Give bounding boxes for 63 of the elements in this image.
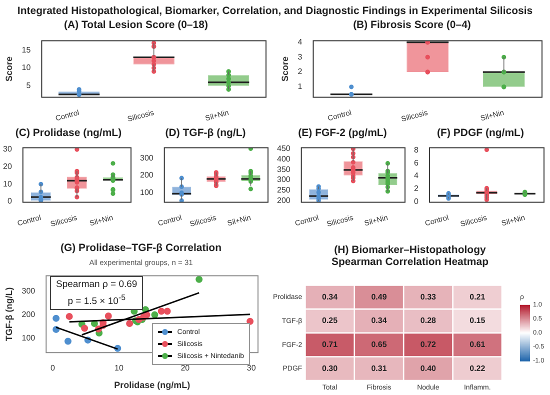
y-tick-label: 4 xyxy=(298,37,303,46)
y-tick-label: 300 xyxy=(22,286,36,296)
y-tick-label: 200 xyxy=(22,310,36,319)
chart-title: (H) Biomarker–Histopathology Spearman Correlation Heatmap xyxy=(330,244,490,268)
data-label: 0.34 xyxy=(322,292,338,302)
y-tick-label: 2 xyxy=(414,184,419,194)
chart-title: (F) PDGF (ng/mL) xyxy=(436,127,525,139)
data-label: 0.49 xyxy=(371,292,388,302)
annotation: p = 1.5 × 10$^{-5}$ xyxy=(66,292,126,308)
x-tick-label: 10 xyxy=(114,364,124,373)
y-axis-title: Score xyxy=(280,56,290,82)
y-tick-label: 250 xyxy=(276,185,291,194)
chart-title: (E) FGF-2 (pg/mL) xyxy=(297,127,388,139)
y-tick-label: 100 xyxy=(22,334,36,343)
y-tick-label: 400 xyxy=(276,154,291,164)
data-label: 0.65 xyxy=(371,340,388,350)
y-tick-label: 20 xyxy=(2,162,12,172)
y-tick-label: 200 xyxy=(140,170,154,180)
data-label: 0.34 xyxy=(371,316,388,326)
chart-title: (A) Total Lesion Score (0–18) xyxy=(63,19,209,31)
y-tick-label: 5 xyxy=(26,81,32,90)
y-tick-label: 10 xyxy=(2,179,12,188)
y-tick-label: 4 xyxy=(414,171,419,180)
data-label: 0.33 xyxy=(420,292,437,302)
data-label: 0.61 xyxy=(470,340,486,350)
x-tick-label: 0 xyxy=(50,364,56,373)
y-tick-label: 8 xyxy=(414,146,419,155)
y-tick-label: 6 xyxy=(414,158,419,168)
y-tick-label: 30 xyxy=(2,144,12,154)
y-tick-label: 3 xyxy=(298,52,303,62)
text: Integrated Histopathological, Biomarker, Correlation, and Diagnostic Findings in Experimental Silicosis xyxy=(16,4,534,19)
y-tick-label: 0 xyxy=(414,196,419,206)
y-tick-label: 0 xyxy=(7,196,12,206)
data-label: 0.25 xyxy=(322,316,338,326)
data-label: 0.21 xyxy=(470,292,486,302)
chart-title: (C) Prolidase (ng/mL) xyxy=(14,127,123,139)
annotation: Spearman ρ = 0.69 xyxy=(56,278,138,291)
y-tick-label: 350 xyxy=(276,164,291,174)
data-label: 0.31 xyxy=(371,364,388,373)
data-label: 0.28 xyxy=(420,316,437,326)
data-label: 0.72 xyxy=(420,340,437,350)
y-axis-title: TGF-β (ng/L) xyxy=(4,287,14,342)
y-axis-title: Score xyxy=(4,56,14,82)
data-label: 0.71 xyxy=(322,340,338,350)
chart-title: (D) TGF-β (ng/L) xyxy=(164,127,247,139)
data-label: 0.22 xyxy=(470,364,486,373)
chart-title: (G) Prolidase–TGF-β Correlation xyxy=(59,242,222,254)
y-tick-label: 300 xyxy=(140,153,154,162)
y-tick-label: 300 xyxy=(276,175,291,184)
y-tick-label: 450 xyxy=(276,144,291,154)
data-label: 0.30 xyxy=(322,364,338,373)
x-axis-title: Prolidase (ng/mL) xyxy=(114,380,190,390)
x-tick-label: 30 xyxy=(246,364,256,373)
y-tick-label: 15 xyxy=(22,45,32,54)
chart-title: (B) Fibrosis Score (0–4) xyxy=(352,19,472,31)
y-tick-label: 100 xyxy=(140,188,154,197)
y-tick-label: 2 xyxy=(298,67,303,76)
data-label: 0.40 xyxy=(420,364,437,373)
y-tick-label: 1 xyxy=(298,82,303,92)
data-label: 0.15 xyxy=(470,316,486,326)
y-tick-label: 200 xyxy=(276,196,291,205)
y-tick-label: 10 xyxy=(22,63,32,72)
x-tick-label: 20 xyxy=(180,364,190,373)
